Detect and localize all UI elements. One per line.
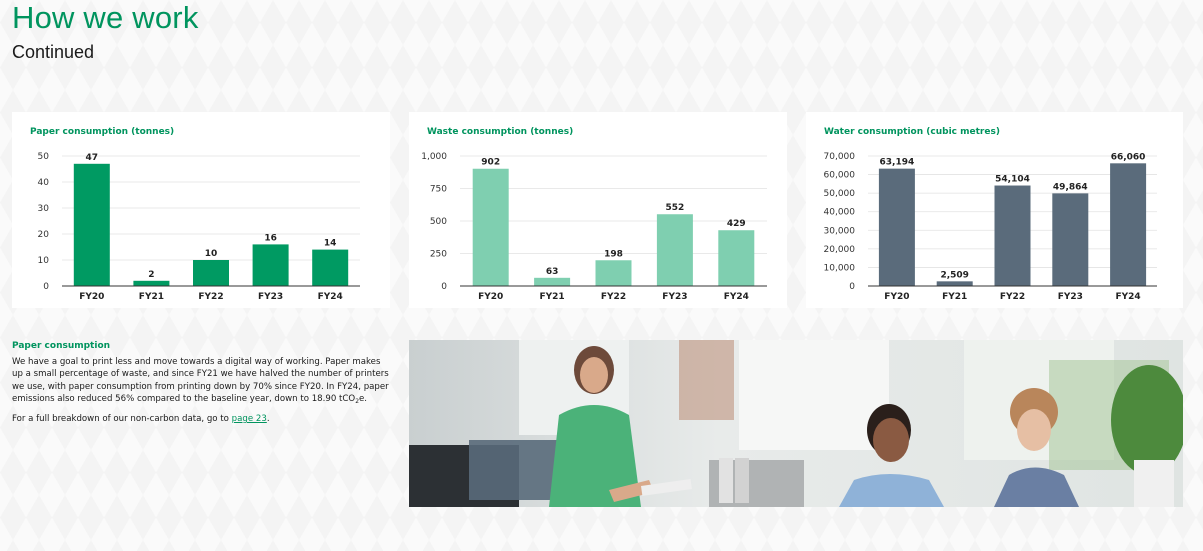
bar-fy24	[718, 230, 755, 286]
data-label: 14	[324, 239, 337, 249]
x-tick-label: FY20	[79, 292, 104, 302]
y-tick-label: 0	[43, 282, 49, 292]
y-tick-label: 10,000	[824, 263, 856, 273]
data-label: 429	[727, 219, 746, 229]
x-tick-label: FY24	[318, 292, 343, 302]
bar-fy24	[312, 249, 349, 286]
x-tick-label: FY23	[258, 292, 283, 302]
y-tick-label: 10	[38, 256, 50, 266]
body-text-end: e.	[359, 394, 368, 405]
y-tick-label: 30	[38, 204, 50, 214]
data-label: 902	[481, 158, 500, 168]
water-chart: 0 10,000 20,000 30,000 40,000 50,000 60,000 70,…	[824, 152, 1157, 302]
y-tick-label: 40	[38, 178, 50, 188]
data-label: 10	[205, 249, 218, 259]
data-label: 66,060	[1111, 152, 1146, 162]
x-tick-label: FY23	[662, 292, 687, 302]
photo-illustration	[409, 340, 1183, 507]
bar-fy23	[656, 214, 693, 286]
bar-fy20	[472, 168, 509, 286]
y-tick-label: 1,000	[421, 152, 447, 162]
y-tick-label: 500	[430, 217, 447, 227]
page-title: How we work	[12, 0, 199, 35]
paper-chart-panel: Paper consumption (tonnes) 0 10 20 30 40 50 47…	[12, 112, 390, 308]
x-tick-label: FY20	[478, 292, 503, 302]
x-tick-label: FY24	[1115, 292, 1140, 302]
bar-fy24	[1110, 163, 1147, 286]
bar-fy21	[534, 277, 571, 286]
reference-paragraph: For a full breakdown of our non-carbon d…	[12, 413, 390, 426]
data-label: 63	[546, 267, 559, 277]
data-label: 2	[148, 270, 154, 280]
bar-fy22	[994, 185, 1031, 286]
bar-fy20	[73, 163, 110, 286]
chart-title: Waste consumption (tonnes)	[427, 127, 574, 137]
x-tick-label: FY21	[539, 292, 564, 302]
reference-text: For a full breakdown of our non-carbon d…	[12, 413, 232, 424]
y-tick-label: 40,000	[824, 208, 856, 218]
y-tick-label: 750	[430, 185, 447, 195]
section-heading: Paper consumption	[12, 341, 111, 351]
bar-fy23	[1052, 193, 1089, 286]
data-label: 552	[666, 203, 685, 213]
bar-fy21	[936, 281, 973, 286]
bar-fy20	[878, 168, 915, 286]
subscript: 2	[355, 398, 360, 406]
y-tick-label: 250	[430, 250, 447, 260]
reference-text-end: .	[266, 413, 270, 424]
y-tick-label: 30,000	[824, 226, 856, 236]
y-tick-label: 50	[38, 152, 50, 162]
y-tick-label: 20,000	[824, 245, 856, 255]
x-tick-label: FY22	[601, 292, 626, 302]
data-label: 47	[86, 153, 99, 163]
data-label: 2,509	[940, 270, 968, 280]
page-subtitle: Continued	[12, 42, 95, 62]
y-tick-label: 20	[38, 230, 50, 240]
body-paragraph: We have a goal to print less and move to…	[12, 356, 390, 409]
body-text: We have a goal to print less and move to…	[12, 356, 389, 405]
x-tick-label: FY22	[198, 292, 223, 302]
y-tick-label: 50,000	[824, 189, 856, 199]
bar-fy22	[595, 260, 632, 286]
page-link[interactable]: page 23	[231, 413, 267, 424]
office-team-photo	[409, 340, 1183, 507]
paper-consumption-text: Paper consumption We have a goal to prin…	[12, 340, 390, 430]
paper-chart: 0 10 20 30 40 50 47 FY20 2 FY21 10 FY22 16 FY23 14 FY24	[38, 152, 360, 302]
x-tick-label: FY22	[1000, 292, 1025, 302]
data-label: 49,864	[1053, 182, 1088, 192]
chart-title: Paper consumption (tonnes)	[30, 127, 175, 137]
bar-fy21	[133, 280, 170, 286]
x-tick-label: FY23	[1058, 292, 1083, 302]
bar-fy22	[193, 260, 229, 286]
water-chart-panel: Water consumption (cubic metres) 0 10,000…	[806, 112, 1183, 308]
x-tick-label: FY20	[884, 292, 909, 302]
y-tick-label: 0	[441, 282, 447, 292]
data-label: 198	[604, 249, 623, 259]
x-tick-label: FY21	[942, 292, 967, 302]
waste-chart-panel: Waste consumption (tonnes) 0 250 500 750 1,0…	[409, 112, 787, 308]
data-label: 16	[264, 233, 277, 243]
data-label: 63,194	[880, 158, 915, 168]
y-tick-label: 0	[849, 282, 855, 292]
x-tick-label: FY21	[139, 292, 164, 302]
y-tick-label: 70,000	[824, 152, 856, 162]
waste-chart: 0 250 500 750 1,000 902 FY20 63 FY21 198 FY22 552 FY…	[421, 152, 767, 302]
data-label: 54,104	[995, 175, 1030, 185]
y-tick-label: 60,000	[824, 171, 856, 181]
x-tick-label: FY24	[724, 292, 749, 302]
chart-title: Water consumption (cubic metres)	[824, 127, 1000, 137]
bar-fy23	[252, 244, 289, 286]
